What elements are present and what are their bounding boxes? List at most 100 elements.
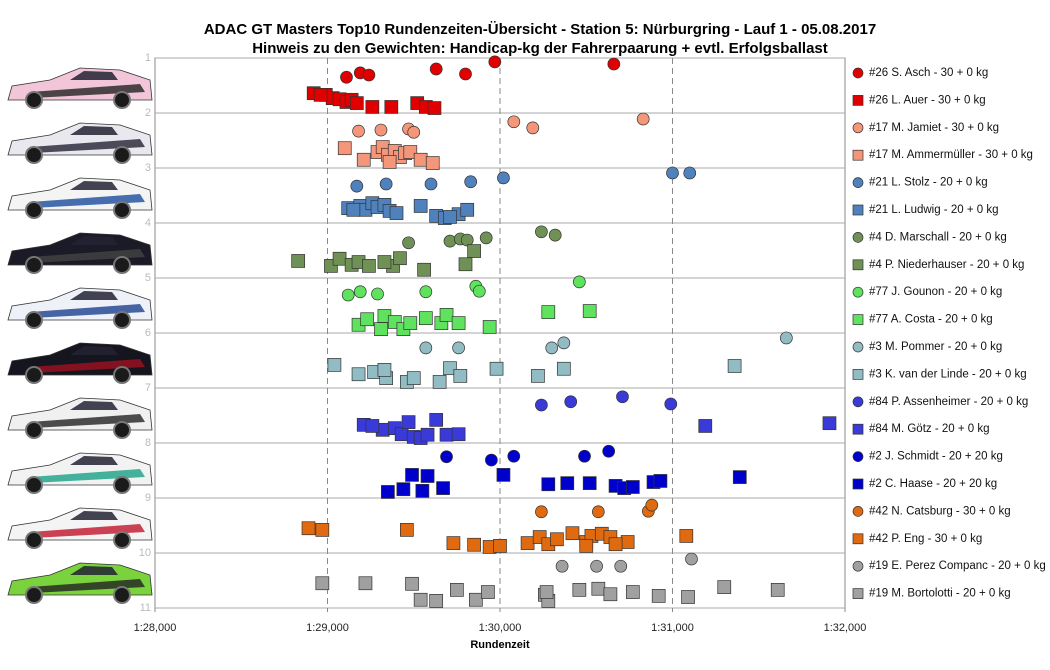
point [548, 228, 562, 242]
car-stripe [30, 84, 145, 98]
point [394, 427, 409, 442]
point [356, 152, 371, 167]
chart-subtitle: Hinweis zu den Gewichten: Handicap-kg de… [252, 40, 828, 57]
legend-label: #21 L. Ludwig - 20 + 0 kg [869, 204, 998, 216]
y-tick-label: 2 [145, 107, 151, 119]
legend-marker [852, 423, 864, 435]
point [541, 305, 556, 319]
y-tick-label: 9 [145, 492, 151, 504]
point [403, 145, 418, 159]
point [417, 262, 431, 277]
car-wheel [113, 366, 131, 384]
point [315, 576, 330, 591]
car-wheel [113, 586, 131, 604]
legend-marker [852, 95, 864, 106]
legend-marker [852, 369, 864, 380]
point [424, 177, 438, 191]
point [420, 427, 435, 442]
point [565, 526, 580, 541]
car-window [70, 236, 118, 245]
point [467, 244, 481, 258]
legend-marker [852, 204, 864, 216]
point [451, 427, 466, 442]
car-wheel [113, 256, 131, 274]
car-wheel [113, 476, 131, 494]
y-tick-label: 8 [145, 437, 151, 449]
legend-marker [852, 149, 864, 161]
point [358, 576, 373, 591]
car-window [70, 511, 118, 520]
car-stripe [30, 304, 145, 318]
legend-marker [852, 67, 864, 79]
car-wheel [113, 201, 131, 219]
point [313, 87, 328, 102]
point [590, 559, 603, 573]
legend-label: #26 S. Asch - 30 + 0 kg [869, 67, 988, 79]
legend-label: #42 N. Catsburg - 30 + 0 kg [869, 505, 1011, 517]
point [727, 359, 742, 373]
legend-marker [852, 232, 864, 243]
point [379, 177, 393, 191]
car-window [70, 181, 118, 190]
point [402, 236, 415, 250]
point [482, 320, 497, 334]
point [413, 152, 428, 167]
point [443, 210, 457, 224]
point [550, 532, 564, 547]
car-window [70, 291, 118, 300]
point [443, 361, 457, 376]
point [341, 288, 355, 302]
point [679, 529, 694, 543]
point [717, 580, 732, 594]
point [582, 304, 597, 318]
legend-marker [852, 341, 864, 353]
legend-label: #19 M. Bortolotti - 20 + 0 kg [869, 588, 1011, 600]
point [453, 369, 468, 383]
point [535, 225, 548, 239]
y-tick-label: 11 [140, 602, 151, 614]
point [450, 582, 464, 597]
point [403, 316, 418, 330]
point [645, 498, 659, 512]
point [636, 112, 650, 126]
point [467, 537, 481, 552]
point [507, 115, 521, 129]
point [432, 375, 447, 389]
point [460, 233, 474, 247]
legend-marker [852, 396, 864, 408]
point [350, 179, 364, 193]
point [413, 199, 428, 213]
car-wheel [113, 146, 131, 164]
point [779, 331, 793, 345]
point [353, 285, 367, 299]
point [301, 521, 316, 536]
point [666, 166, 679, 180]
point [488, 55, 502, 69]
car-window [70, 566, 118, 575]
point [407, 125, 421, 139]
point [479, 231, 493, 245]
point [377, 255, 392, 269]
car-window [70, 126, 118, 135]
point [464, 175, 478, 189]
point [446, 536, 461, 550]
legend-marker [852, 286, 864, 298]
point [418, 311, 433, 325]
legend-marker [852, 177, 864, 188]
legend-label: #4 P. Niederhauser - 20 + 0 kg [869, 259, 1024, 271]
point [458, 257, 473, 272]
point [579, 538, 594, 553]
point [591, 505, 605, 519]
point [607, 57, 621, 71]
car-stripe [30, 194, 145, 208]
point [439, 427, 454, 442]
legend-label: #4 D. Marschall - 20 + 0 kg [869, 231, 1007, 243]
point [384, 100, 399, 114]
point [429, 413, 444, 427]
point [389, 206, 404, 220]
point [349, 96, 364, 110]
point [451, 316, 466, 330]
x-tick-label: 1:31,000 [651, 622, 694, 634]
car-stripe [30, 414, 145, 428]
